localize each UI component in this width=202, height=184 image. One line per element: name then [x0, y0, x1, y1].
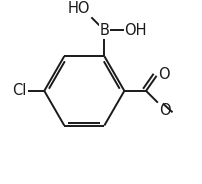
Text: B: B	[99, 23, 109, 38]
Text: HO: HO	[68, 1, 90, 17]
Text: Cl: Cl	[12, 83, 27, 98]
Text: O: O	[158, 68, 169, 82]
Text: OH: OH	[124, 23, 147, 38]
Text: O: O	[159, 103, 170, 118]
